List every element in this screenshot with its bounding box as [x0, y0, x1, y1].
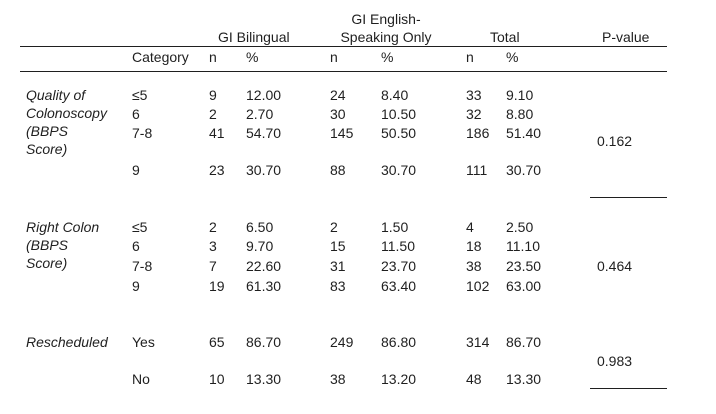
cell-total-pct: 9.10: [506, 87, 534, 103]
p-value-rule: [590, 388, 667, 389]
header-top-rule: [20, 46, 667, 47]
cell-total-n: 111: [466, 162, 488, 178]
cell-bilingual-n: 3: [209, 238, 217, 254]
cell-total-n: 314: [466, 334, 490, 350]
cell-english-pct: 23.70: [381, 258, 417, 274]
cell-total-n: 38: [466, 258, 482, 274]
row-category: 6: [132, 238, 140, 254]
cell-english-n: 88: [330, 162, 346, 178]
cell-bilingual-n: 10: [209, 371, 225, 387]
row-category: No: [132, 371, 150, 387]
row-category: ≤5: [132, 87, 148, 103]
row-category: 9: [132, 278, 140, 294]
cell-english-pct: 30.70: [381, 162, 417, 178]
cell-english-n: 249: [330, 334, 354, 350]
cell-bilingual-pct: 13.30: [246, 371, 282, 387]
cell-total-pct: 86.70: [506, 334, 542, 350]
cell-bilingual-n: 9: [209, 87, 217, 103]
cell-bilingual-pct: 86.70: [246, 334, 282, 350]
header-category: Category: [132, 49, 189, 65]
cell-bilingual-n: 23: [209, 162, 225, 178]
row-category: 7-8: [132, 125, 153, 141]
cell-english-pct: 86.80: [381, 334, 417, 350]
header-total-n: n: [466, 49, 474, 65]
header-gi-english-line2: Speaking Only: [340, 29, 432, 45]
p-value: 0.464: [597, 258, 633, 274]
p-value: 0.162: [597, 133, 633, 149]
section-label-line: (BBPS: [26, 123, 69, 139]
cell-bilingual-pct: 12.00: [246, 87, 282, 103]
cell-total-n: 102: [466, 278, 490, 294]
section-label-line: (BBPS: [26, 237, 69, 253]
p-value: 0.983: [597, 353, 633, 369]
cell-total-pct: 51.40: [506, 125, 542, 141]
row-category: Yes: [132, 334, 155, 350]
cell-bilingual-pct: 22.60: [246, 258, 282, 274]
cell-total-pct: 2.50: [506, 219, 534, 235]
cell-bilingual-pct: 30.70: [246, 162, 282, 178]
section-label-line: Colonoscopy: [26, 105, 107, 121]
cell-bilingual-n: 41: [209, 125, 225, 141]
cell-english-n: 83: [330, 278, 346, 294]
cell-english-pct: 13.20: [381, 371, 417, 387]
cell-bilingual-pct: 2.70: [246, 106, 274, 122]
cell-english-n: 31: [330, 258, 346, 274]
header-bilingual-n: n: [209, 49, 217, 65]
cell-total-n: 4: [466, 219, 474, 235]
header-total: Total: [490, 29, 520, 45]
cell-english-pct: 8.40: [381, 87, 409, 103]
cell-english-pct: 63.40: [381, 278, 417, 294]
header-english-n: n: [330, 49, 338, 65]
header-p-value: P-value: [602, 29, 650, 45]
row-category: 7-8: [132, 258, 153, 274]
cell-bilingual-pct: 54.70: [246, 125, 282, 141]
cell-english-pct: 10.50: [381, 106, 417, 122]
row-category: ≤5: [132, 219, 148, 235]
section-label-line: Right Colon: [26, 219, 100, 235]
cell-bilingual-n: 2: [209, 219, 217, 235]
cell-total-n: 48: [466, 371, 482, 387]
section-label-line: Score): [26, 141, 68, 157]
cell-total-pct: 8.80: [506, 106, 534, 122]
cell-bilingual-pct: 6.50: [246, 219, 274, 235]
section-label-line: Rescheduled: [26, 334, 108, 350]
row-category: 6: [132, 106, 140, 122]
cell-english-n: 2: [330, 219, 338, 235]
cell-english-pct: 50.50: [381, 125, 417, 141]
cell-bilingual-n: 7: [209, 258, 217, 274]
cell-bilingual-n: 19: [209, 278, 225, 294]
section-label-line: Quality of: [26, 87, 86, 103]
cell-total-pct: 63.00: [506, 278, 542, 294]
cell-english-pct: 1.50: [381, 219, 409, 235]
header-bilingual-pct: %: [246, 49, 259, 65]
cell-total-n: 18: [466, 238, 482, 254]
cell-total-n: 186: [466, 125, 490, 141]
cell-total-pct: 23.50: [506, 258, 542, 274]
cell-english-n: 30: [330, 106, 346, 122]
cell-bilingual-n: 2: [209, 106, 217, 122]
cell-english-n: 15: [330, 238, 346, 254]
cell-english-n: 145: [330, 125, 354, 141]
cell-total-n: 33: [466, 87, 482, 103]
cell-total-pct: 11.10: [506, 238, 540, 254]
cell-bilingual-n: 65: [209, 334, 225, 350]
section-label-line: Score): [26, 255, 68, 271]
header-gi-english-line1: GI English-: [351, 11, 421, 27]
cell-total-n: 32: [466, 106, 482, 122]
cell-total-pct: 13.30: [506, 371, 542, 387]
p-value-rule: [590, 197, 667, 198]
cell-english-pct: 11.50: [381, 238, 415, 254]
header-total-pct: %: [506, 49, 519, 65]
header-gi-bilingual: GI Bilingual: [218, 29, 290, 45]
cell-english-n: 24: [330, 87, 346, 103]
row-category: 9: [132, 162, 140, 178]
cell-total-pct: 30.70: [506, 162, 542, 178]
header-english-pct: %: [381, 49, 394, 65]
cell-bilingual-pct: 61.30: [246, 278, 282, 294]
cell-bilingual-pct: 9.70: [246, 238, 274, 254]
header-bottom-rule: [20, 71, 667, 72]
cell-english-n: 38: [330, 371, 346, 387]
